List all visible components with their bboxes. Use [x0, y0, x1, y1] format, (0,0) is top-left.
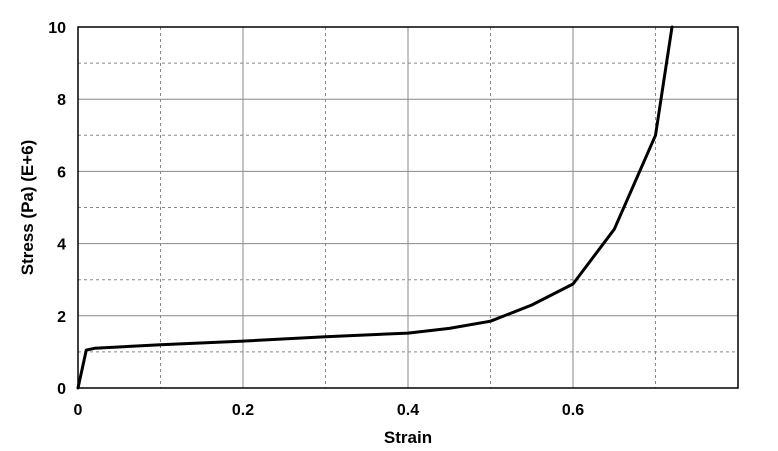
axis-ticks: 0 0.2 0.4 0.6 0 2 4 6 8 10 — [48, 20, 584, 419]
y-tick-label: 8 — [57, 92, 66, 109]
y-tick-label: 10 — [48, 20, 66, 37]
grid-lines — [78, 27, 738, 388]
y-tick-label: 4 — [57, 237, 66, 254]
x-tick-label: 0.6 — [562, 402, 584, 419]
series-layer — [76, 25, 674, 390]
x-tick-label: 0.4 — [397, 402, 419, 419]
x-tick-label: 0.2 — [232, 402, 254, 419]
plot-frame — [77, 26, 739, 389]
y-tick-label: 6 — [57, 164, 66, 181]
y-axis-label: Stress (Pa) (E+6) — [18, 140, 37, 276]
x-axis-label: Strain — [384, 428, 432, 447]
y-tick-label: 0 — [57, 381, 66, 398]
y-tick-label: 2 — [57, 309, 66, 326]
series-line-1 — [76, 25, 674, 390]
x-tick-label: 0 — [74, 402, 83, 419]
